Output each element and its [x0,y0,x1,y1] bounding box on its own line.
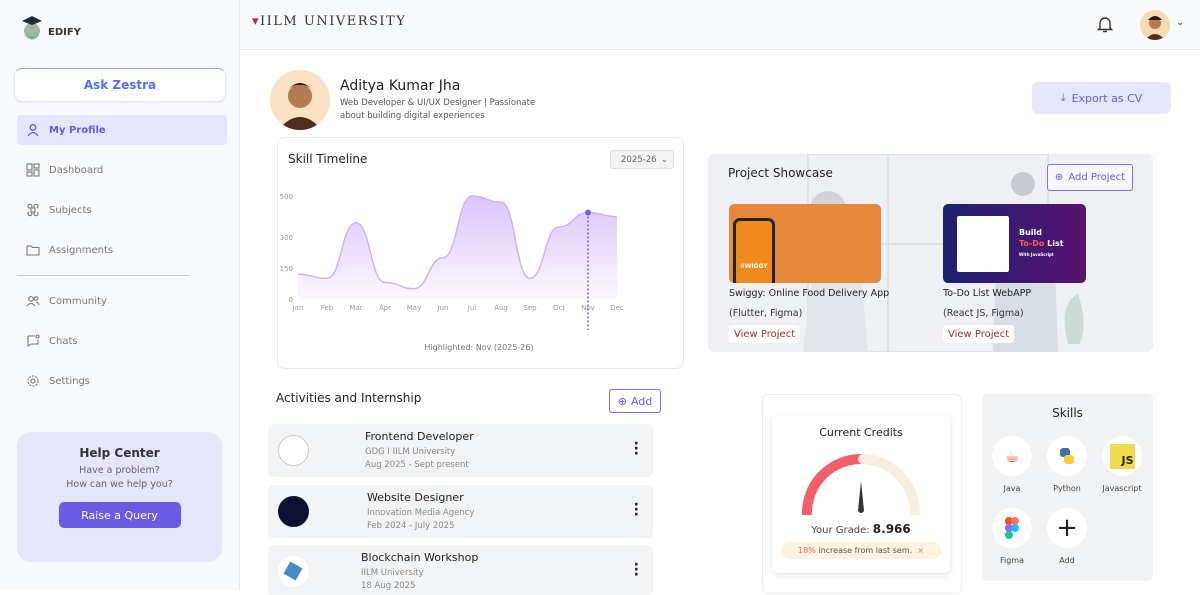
chart-caption: Highlighted: Nov (2025-26) [424,343,533,352]
x-tick-label: Sep [523,304,537,312]
skills-title: Skills [1052,406,1083,420]
x-tick-label: Mar [349,304,362,312]
y-tick-label: 0 [289,296,293,304]
x-tick-label: Jan [292,304,304,312]
java-icon[interactable]: ☕ [992,436,1032,476]
blockchain-logo [278,556,309,587]
ask-zestra-button[interactable]: Ask Zestra [14,68,226,102]
notification-bell-icon[interactable] [1095,14,1115,38]
header: ▾IILM UNIVERSITY ⌄ [240,0,1200,50]
chart-line [297,195,618,290]
y-tick-label: 500 [280,193,293,201]
increase-badge: 18% increase from last sem. × [781,542,941,559]
profile-name: Aditya Kumar Jha [340,78,461,94]
sidebar-item-assignments[interactable]: Assignments [17,235,227,265]
x-tick-label: Dec [610,304,624,312]
python-icon[interactable] [1047,436,1087,476]
chevron-down-icon: ⌄ [660,154,668,165]
x-tick-label: Jul [467,304,477,312]
plus-circle-icon: ⊕ [617,394,627,408]
project-title: Swiggy: Online Food Delivery App [729,288,890,299]
close-icon[interactable]: × [917,546,924,555]
skill-timeline-chart: 0 150 300 500 Jan Feb Mar Apr May Jun Jul Aug Sep Oct… [280,193,624,352]
innovation-media-logo [278,496,309,527]
project-tech: (React JS, Figma) [943,308,1024,319]
year-select[interactable]: 2025-26 ⌄ [610,150,674,169]
more-options-icon[interactable]: · · · [633,436,639,462]
x-tick-label: Oct [553,304,565,312]
swiggy-thumbnail[interactable]: SWIGGY [729,204,881,283]
chart-area [298,196,617,299]
x-tick-label: Aug [494,304,508,312]
x-tick-label: Feb [321,304,334,312]
edify-logo[interactable]: EDIFY [20,12,81,42]
add-skill-button[interactable]: + [1047,508,1087,548]
project-showcase-title: Project Showcase [728,166,833,180]
chat-icon [27,334,40,348]
download-icon: ⤓ [1060,91,1066,104]
gauge-needle [858,481,864,513]
user-icon [27,124,39,137]
command-icon [27,203,39,217]
sidebar-item-settings[interactable]: Settings [17,366,227,396]
view-project-link[interactable]: View Project [729,325,801,343]
x-tick-label: Apr [379,304,391,312]
credits-title: Current Credits [819,426,903,439]
sidebar-divider [17,275,189,276]
project-title: To-Do List WebAPP [943,288,1032,299]
sidebar: EDIFY Ask Zestra My Profile Dashboard Su… [0,0,240,590]
todo-thumbnail[interactable]: Build To-Do List With JavaScript [943,204,1086,283]
current-credits-card: Current Credits Your Grade: 8.966 18% in… [772,415,950,573]
y-tick-label: 300 [280,234,293,242]
add-activity-button[interactable]: ⊕ Add [609,389,661,413]
project-tech: (Flutter, Figma) [729,308,803,319]
university-logo: ▾IILM UNIVERSITY [252,14,407,29]
sidebar-item-subjects[interactable]: Subjects [17,195,227,225]
gear-icon [27,375,39,387]
dashboard-icon [26,163,40,177]
graduation-cap-icon [20,12,44,42]
x-tick-label: Nov [581,304,595,312]
sidebar-item-community[interactable]: Community [17,286,227,316]
gdg-logo [278,435,309,466]
plus-circle-icon: ⊕ [1054,172,1064,183]
export-cv-button[interactable]: ⤓ Export as CV [1032,82,1171,114]
activity-row[interactable]: Blockchain Workshop IILM University 18 A… [268,545,653,595]
add-project-button[interactable]: ⊕ Add Project [1047,164,1133,191]
sidebar-item-chats[interactable]: Chats [17,326,227,356]
x-tick-label: Jun [437,304,449,312]
more-options-icon[interactable]: · · · [633,497,639,523]
chevron-down-icon[interactable]: ⌄ [1176,17,1185,28]
highlight-point [585,209,591,216]
activity-row[interactable]: Website Designer Innovation Media Agency… [268,485,653,538]
activity-row[interactable]: Frontend Developer GDG I IILM University… [268,424,653,477]
y-tick-label: 150 [280,265,293,273]
activities-title: Activities and Internship [276,391,422,405]
more-options-icon[interactable]: · · · [633,557,639,583]
javascript-icon[interactable]: JS [1102,436,1142,476]
figma-icon[interactable] [992,508,1032,548]
grade-value: 8.966 [872,522,911,536]
help-title: Help Center [79,446,160,460]
help-center-card: Help Center Have a problem? How can we he… [17,432,222,562]
chart-title: Skill Timeline [288,152,368,166]
users-icon [26,296,40,307]
x-tick-label: May [407,304,421,312]
profile-description: Web Developer & UI/UX Designer | Passion… [340,98,536,121]
view-project-link[interactable]: View Project [943,325,1015,343]
user-avatar[interactable] [1140,10,1170,40]
credits-gauge [802,454,920,518]
sidebar-item-my-profile[interactable]: My Profile [17,115,227,145]
sidebar-item-dashboard[interactable]: Dashboard [17,155,227,185]
skills-card: Skills ☕ Java Python JS Javascript Figma… [982,394,1153,581]
folder-icon [26,245,40,256]
profile-avatar [270,70,330,130]
raise-query-button[interactable]: Raise a Query [58,502,181,528]
